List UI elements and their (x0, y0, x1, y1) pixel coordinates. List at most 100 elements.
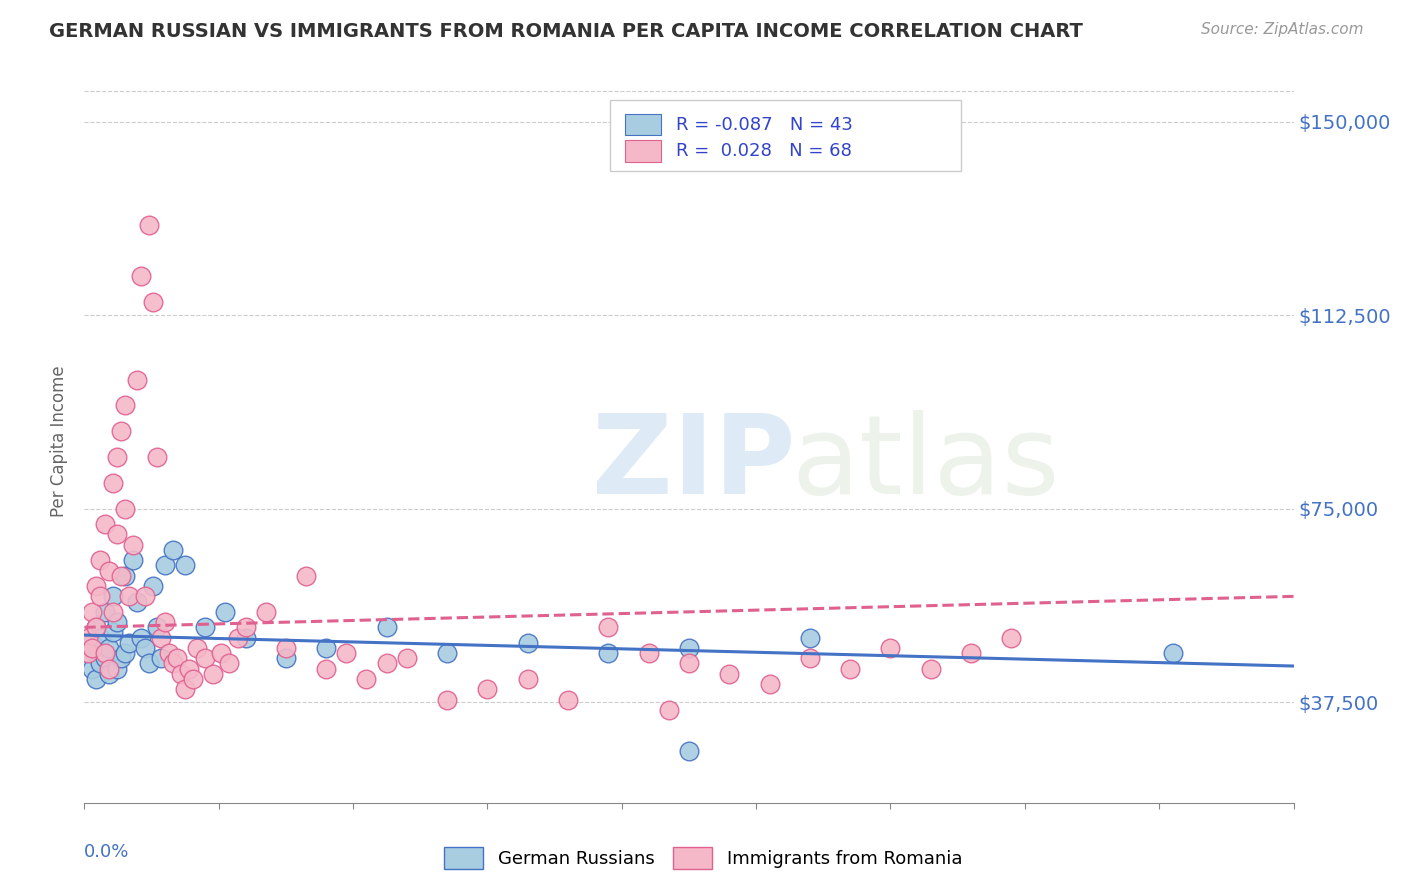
Point (170, 666, 193, 681)
Point (1161, 646, 1184, 660)
Point (110, 424, 132, 438)
Text: 0.0%: 0.0% (84, 843, 129, 861)
Point (718, 666, 741, 681)
Text: atlas: atlas (792, 409, 1060, 516)
Point (194, 651, 217, 665)
Point (516, 672, 538, 686)
Point (516, 636, 538, 650)
Point (101, 625, 124, 640)
Bar (624, 114, 661, 136)
Point (162, 657, 184, 671)
Point (129, 269, 152, 284)
Point (97, 564, 120, 578)
Point (110, 568, 132, 582)
Point (162, 542, 184, 557)
Point (138, 218, 160, 232)
Point (174, 558, 197, 573)
Point (146, 620, 169, 634)
Point (226, 631, 249, 645)
Point (598, 646, 620, 660)
Point (125, 594, 148, 608)
Point (121, 553, 143, 567)
Point (758, 677, 780, 691)
Point (97, 640, 120, 655)
Point (82, 636, 104, 650)
Point (557, 692, 579, 706)
Point (142, 579, 165, 593)
Point (93, 651, 115, 665)
Point (235, 631, 257, 645)
Point (598, 620, 620, 634)
Point (77, 646, 100, 660)
Point (110, 651, 132, 665)
Point (89, 631, 111, 645)
FancyBboxPatch shape (610, 100, 962, 170)
Point (395, 651, 418, 665)
Point (149, 631, 172, 645)
Point (142, 295, 165, 310)
Point (235, 620, 257, 634)
Point (637, 646, 659, 660)
Point (678, 744, 700, 758)
Point (105, 615, 128, 630)
Point (202, 666, 225, 681)
Point (97, 662, 120, 676)
Point (82, 640, 104, 655)
Point (105, 450, 128, 464)
Point (138, 657, 160, 671)
Text: GERMAN RUSSIAN VS IMMIGRANTS FROM ROMANIA PER CAPITA INCOME CORRELATION CHART: GERMAN RUSSIAN VS IMMIGRANTS FROM ROMANI… (49, 22, 1083, 41)
Point (194, 620, 217, 634)
Point (1000, 631, 1022, 645)
Point (315, 640, 337, 655)
Text: R =  0.028   N = 68: R = 0.028 N = 68 (676, 142, 852, 160)
Point (114, 398, 136, 412)
Text: R = -0.087   N = 43: R = -0.087 N = 43 (676, 116, 852, 134)
Point (174, 682, 197, 697)
Point (82, 662, 104, 676)
Point (93, 605, 115, 619)
Point (214, 605, 236, 619)
Point (86, 620, 108, 634)
Point (77, 631, 100, 645)
Point (101, 605, 124, 619)
Point (146, 450, 169, 464)
Point (181, 672, 204, 686)
Point (77, 646, 100, 660)
Point (839, 662, 862, 676)
Point (179, 662, 201, 676)
Point (93, 646, 115, 660)
Point (89, 553, 111, 567)
Point (960, 646, 983, 660)
Point (436, 646, 458, 660)
Point (678, 657, 700, 671)
Point (118, 590, 141, 604)
Point (254, 605, 277, 619)
Point (89, 657, 111, 671)
Point (134, 640, 156, 655)
Point (218, 657, 240, 671)
Y-axis label: Per Capita Income: Per Capita Income (49, 366, 67, 517)
Point (97, 666, 120, 681)
Point (335, 646, 357, 660)
Point (186, 640, 208, 655)
Point (436, 692, 458, 706)
Point (153, 615, 176, 630)
Point (86, 620, 108, 634)
Bar (624, 140, 661, 161)
Text: ZIP: ZIP (592, 409, 796, 516)
Point (101, 590, 124, 604)
Point (129, 631, 152, 645)
Point (86, 672, 108, 686)
Point (274, 640, 297, 655)
Point (879, 640, 901, 655)
Point (658, 703, 681, 717)
Point (114, 501, 136, 516)
Point (209, 646, 232, 660)
Point (375, 657, 398, 671)
Legend: German Russians, Immigrants from Romania: German Russians, Immigrants from Romania (436, 839, 970, 876)
Point (105, 662, 128, 676)
Point (89, 590, 111, 604)
Point (920, 662, 942, 676)
Point (356, 672, 378, 686)
Point (678, 640, 700, 655)
